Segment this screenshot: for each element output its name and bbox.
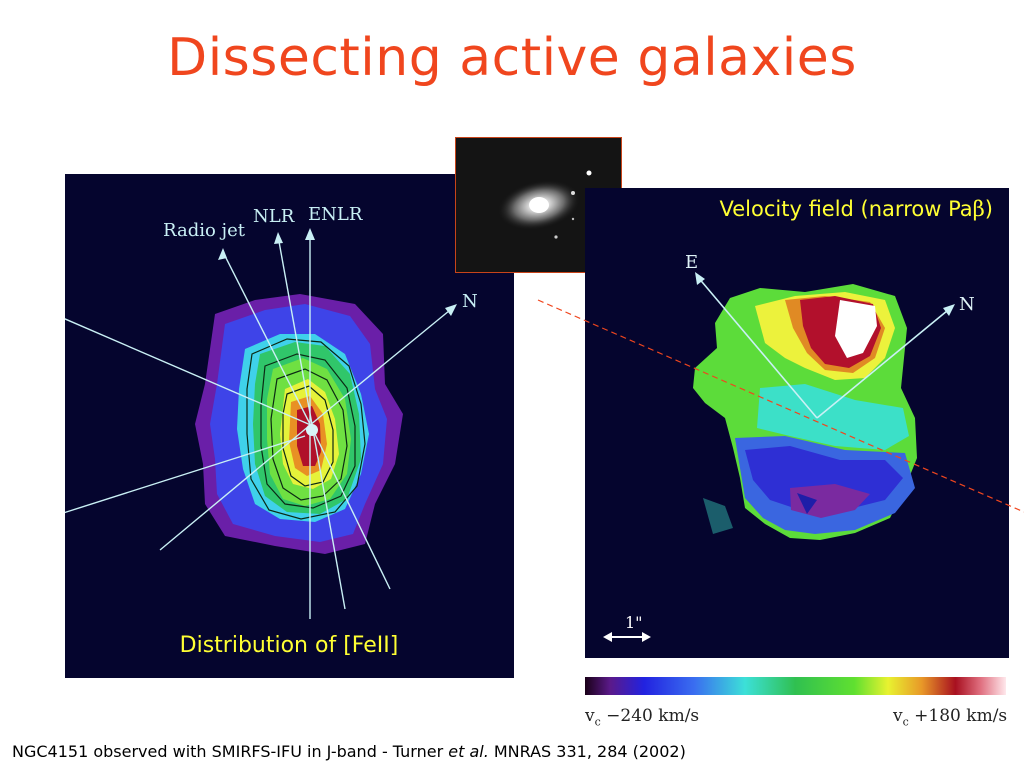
colorbar-max-label: vc +180 km/s — [893, 706, 1008, 729]
feii-emission-map — [195, 294, 403, 554]
radio-jet-label: Radio jet — [163, 220, 246, 241]
colorbar-min-label: vc −240 km/s — [585, 706, 700, 729]
slide-title: Dissecting active galaxies — [167, 28, 857, 88]
footer-citation: NGC4151 observed with SMIRFS-IFU in J-ba… — [12, 742, 686, 761]
nlr-label: NLR — [253, 206, 295, 227]
velocity-map — [693, 284, 917, 540]
north-label-right: N — [959, 294, 975, 315]
velocity-field-title: Velocity field (narrow Paβ) — [720, 197, 993, 221]
scale-bar — [603, 632, 651, 642]
velocity-colorbar — [585, 677, 1006, 695]
north-label: N — [462, 291, 478, 312]
velocity-field-panel: E N 1" Velocity field (narrow Paβ) — [585, 188, 1009, 658]
dashed-axis-line — [537, 299, 1024, 513]
east-label: E — [685, 252, 698, 273]
scale-bar-label: 1" — [625, 613, 643, 632]
feii-caption: Distribution of [FeII] — [180, 633, 399, 658]
orientation-lines — [696, 275, 954, 419]
feii-distribution-panel: Radio jet NLR ENLR N Distribution of [Fe… — [65, 174, 514, 678]
arrowheads — [218, 228, 457, 316]
nucleus-marker — [306, 424, 318, 436]
annotation-lines — [65, 232, 456, 619]
enlr-label: ENLR — [308, 204, 363, 225]
orientation-arrowheads — [695, 272, 955, 316]
